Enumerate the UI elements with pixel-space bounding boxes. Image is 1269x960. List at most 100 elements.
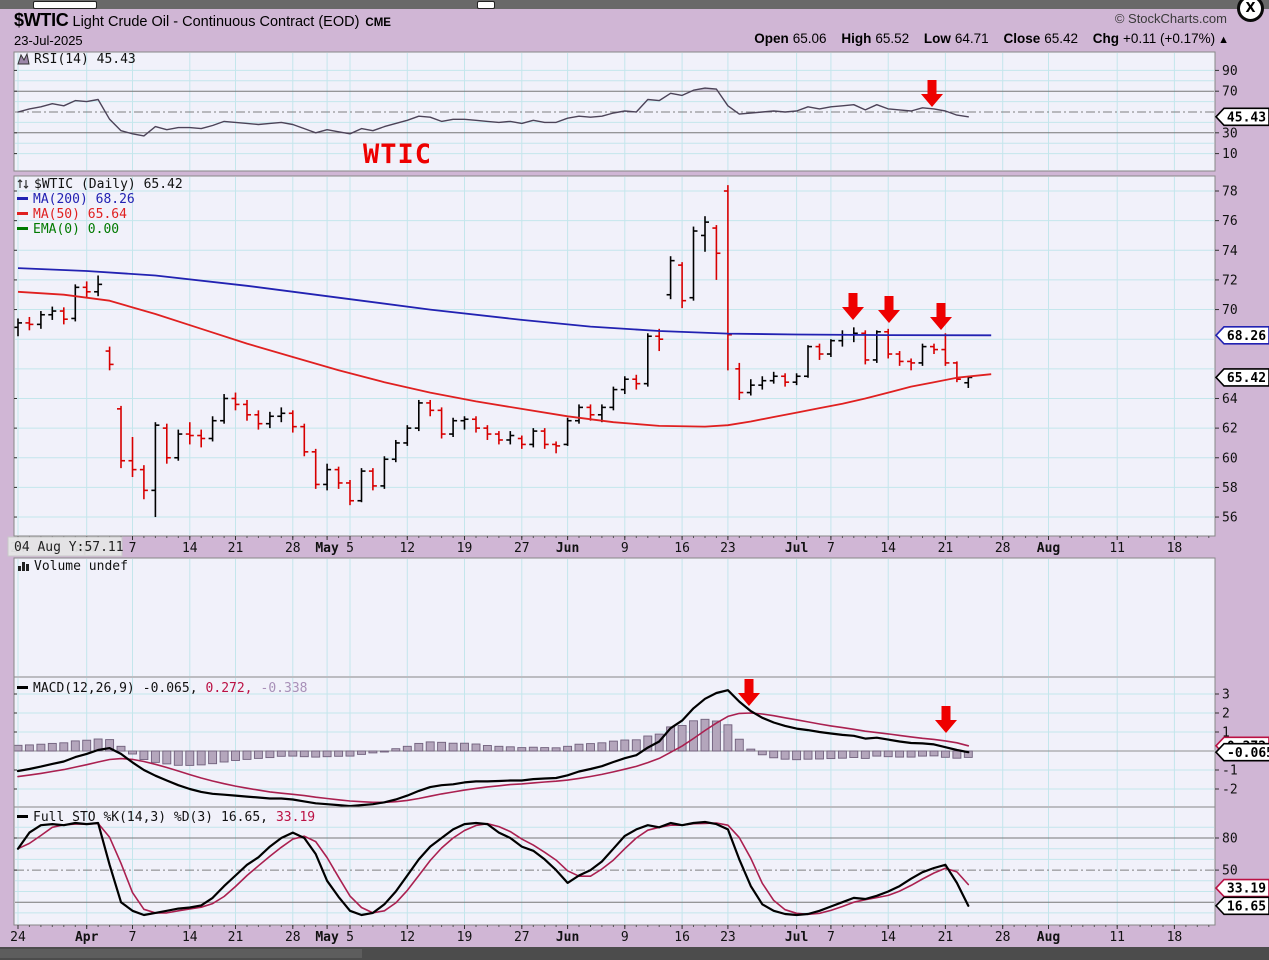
macd-hist-bar <box>334 750 344 757</box>
watermark: WTIC <box>363 139 432 170</box>
macd-hist-bar <box>276 750 286 757</box>
x-axis-label: 18 <box>1167 541 1183 556</box>
macd-hist-bar <box>448 742 458 752</box>
x-axis-label: 21 <box>938 930 954 945</box>
signal-arrow-icon <box>921 80 943 107</box>
close-button[interactable]: X <box>1237 0 1264 22</box>
ma200-legend[interactable]: MA(200) 68.26 <box>33 192 135 207</box>
ma50-line <box>17 290 992 428</box>
close-icon: X <box>1245 1 1256 16</box>
x-axis-label: May <box>315 930 339 945</box>
macd-hist-bar <box>700 718 710 752</box>
y-axis-label: 2 <box>1222 707 1230 722</box>
macd-legend-name[interactable]: MACD(12,26,9) <box>33 681 135 696</box>
macd-hist-bar <box>574 743 584 752</box>
macd-hist-value: -0.338 <box>260 681 308 696</box>
macd-hist-bar <box>162 750 172 765</box>
macd-hist-bar <box>139 750 149 760</box>
macd-hist-bar <box>173 750 183 766</box>
price-legend: $WTIC (Daily) 65.42 MA(200) 68.26 MA(50)… <box>17 177 183 237</box>
x-axis-label: Aug <box>1037 541 1060 556</box>
ema-legend[interactable]: EMA(0) 0.00 <box>33 222 120 237</box>
macd-hist-bar <box>792 750 802 761</box>
x-axis-label: 12 <box>399 930 415 945</box>
macd-hist-bar <box>906 750 916 758</box>
x-axis-label: 9 <box>621 930 629 945</box>
rsi-indicator-icon <box>17 52 30 69</box>
macd-hist-bar <box>505 746 515 752</box>
signal-arrow-icon <box>878 296 900 323</box>
macd-hist-bar <box>311 750 321 758</box>
axis-callout-value: 45.43 <box>1227 110 1266 125</box>
y-axis-label: 10 <box>1222 147 1238 162</box>
x-axis-label: 7 <box>827 541 835 556</box>
macd-hist-bar <box>105 739 115 752</box>
macd-hist-bar <box>368 750 378 754</box>
x-axis-label: Jun <box>556 541 579 556</box>
price-legend-title[interactable]: $WTIC (Daily) 65.42 <box>34 177 183 192</box>
macd-hist-bar <box>253 750 263 759</box>
x-axis-label: 14 <box>182 541 198 556</box>
macd-hist-bar <box>288 750 298 757</box>
macd-hist-bar <box>849 750 859 758</box>
macd-hist-bar <box>769 750 779 759</box>
x-axis-label: 28 <box>285 541 301 556</box>
macd-hist-bar <box>540 747 550 752</box>
macd-hist-bar <box>757 750 767 756</box>
x-axis-label: Jun <box>556 930 579 945</box>
price-panel-bg <box>14 176 1215 536</box>
x-axis-label: 28 <box>995 541 1011 556</box>
macd-hist-bar <box>872 750 882 757</box>
y-axis-label: 30 <box>1222 126 1238 141</box>
macd-hist-bar <box>59 742 69 752</box>
quote-line: Open 65.06 High 65.52 Low 64.71 Close 65.42 … <box>743 31 1229 46</box>
rsi-legend-label[interactable]: RSI(14) 45.43 <box>34 52 136 67</box>
macd-hist-bar <box>150 750 160 763</box>
high-value: 65.52 <box>875 31 910 46</box>
axis-callout-value: 65.42 <box>1227 371 1266 386</box>
macd-hist-bar <box>952 750 962 759</box>
macd-hist-bar <box>551 747 561 752</box>
y-axis-label: 60 <box>1222 451 1238 466</box>
rsi-line <box>17 87 969 137</box>
macd-hist-bar <box>608 740 618 752</box>
x-axis-label: 23 <box>720 541 736 556</box>
macd-value: -0.065, <box>142 681 198 696</box>
x-axis-label: 9 <box>621 541 629 556</box>
macd-line <box>16 689 970 808</box>
ma50-legend[interactable]: MA(50) 65.64 <box>33 207 127 222</box>
macd-hist-bar <box>425 741 435 752</box>
x-axis-label: 16 <box>674 541 690 556</box>
y-axis-label: -2 <box>1222 783 1238 798</box>
macd-hist-bar <box>895 750 905 758</box>
x-axis-label: May <box>315 541 339 556</box>
y-axis-label: 70 <box>1222 85 1238 100</box>
y-axis-label: 58 <box>1222 481 1238 496</box>
volume-legend-label[interactable]: Volume undef <box>34 559 128 574</box>
y-axis-label: 74 <box>1222 244 1238 259</box>
x-axis-label: 5 <box>346 541 354 556</box>
macd-hist-bar <box>82 739 92 752</box>
crosshair-tooltip-text: 04 Aug Y:57.11 <box>14 540 124 555</box>
axis-callout-value: 33.19 <box>1227 882 1266 897</box>
x-axis-label: 21 <box>228 930 244 945</box>
sto-swatch-icon <box>17 815 28 818</box>
x-axis-label: 14 <box>182 930 198 945</box>
signal-arrow-icon <box>738 679 760 706</box>
x-axis-label: 19 <box>457 541 473 556</box>
x-axis-label: Jul <box>785 930 808 945</box>
x-axis-label: 24 <box>10 930 26 945</box>
macd-hist-bar <box>826 750 836 760</box>
macd-hist-bar <box>563 745 573 752</box>
exchange: CME <box>365 17 391 29</box>
macd-hist-bar <box>586 743 595 752</box>
bottom-scrollbar[interactable] <box>0 949 362 958</box>
macd-hist-bar <box>357 750 366 755</box>
sto-legend-name[interactable]: Full STO %K(14,3) %D(3) <box>33 810 214 825</box>
macd-hist-bar <box>414 742 424 752</box>
macd-signal-line <box>17 712 970 804</box>
macd-hist-bar <box>780 750 790 760</box>
macd-hist-bar <box>815 750 824 760</box>
x-axis-label: 27 <box>514 930 530 945</box>
macd-hist-bar <box>929 750 939 757</box>
